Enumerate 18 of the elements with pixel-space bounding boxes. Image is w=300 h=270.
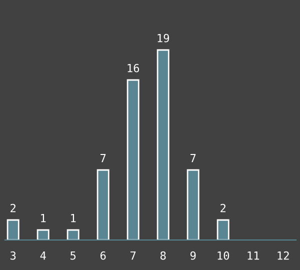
x-tick-label: 5 [70, 252, 76, 260]
data-label: 1 [71, 214, 76, 222]
x-tick-label: 12 [278, 251, 289, 260]
x-tick-label: 3 [10, 251, 16, 260]
data-label: 16 [128, 64, 140, 72]
x-tick-label: 6 [100, 251, 106, 260]
x-tick-label: 8 [160, 251, 166, 260]
x-tick-label: 11 [248, 252, 260, 260]
x-tick-label: 4 [40, 252, 46, 260]
data-label: 1 [41, 214, 46, 222]
data-label: 7 [100, 154, 106, 162]
data-label: 2 [220, 204, 226, 212]
x-tick-label: 9 [190, 251, 196, 260]
data-label: 19 [158, 34, 170, 42]
x-tick-label: 7 [130, 252, 136, 260]
data-label: 7 [190, 154, 196, 162]
data-label: 2 [10, 204, 16, 212]
x-tick-label: 10 [218, 251, 230, 260]
